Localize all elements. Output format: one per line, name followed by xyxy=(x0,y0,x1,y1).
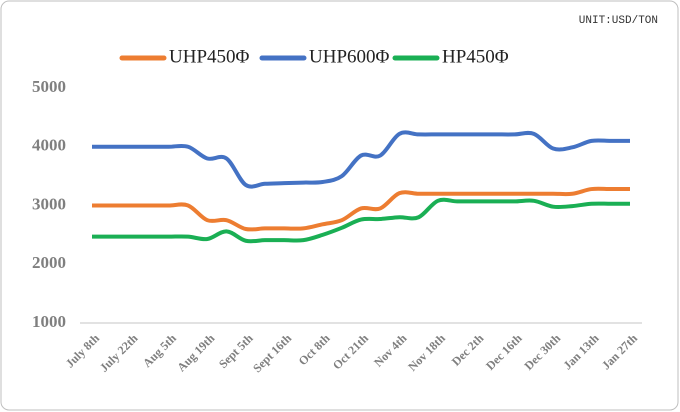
series-line xyxy=(91,186,630,232)
series-line xyxy=(92,197,630,244)
legend-label: HP450Φ xyxy=(442,46,509,67)
y-tick-label: 3000 xyxy=(32,194,66,213)
legend-label: UHP450Φ xyxy=(169,46,250,67)
y-tick-label: 4000 xyxy=(32,136,66,155)
unit-label: UNIT:USD/TON xyxy=(579,15,658,27)
y-tick-label: 2000 xyxy=(32,253,66,272)
y-tick-label: 1000 xyxy=(32,312,66,331)
y-tick-label: 5000 xyxy=(32,77,66,96)
legend-label: UHP600Φ xyxy=(309,46,390,67)
series-line xyxy=(92,130,630,189)
